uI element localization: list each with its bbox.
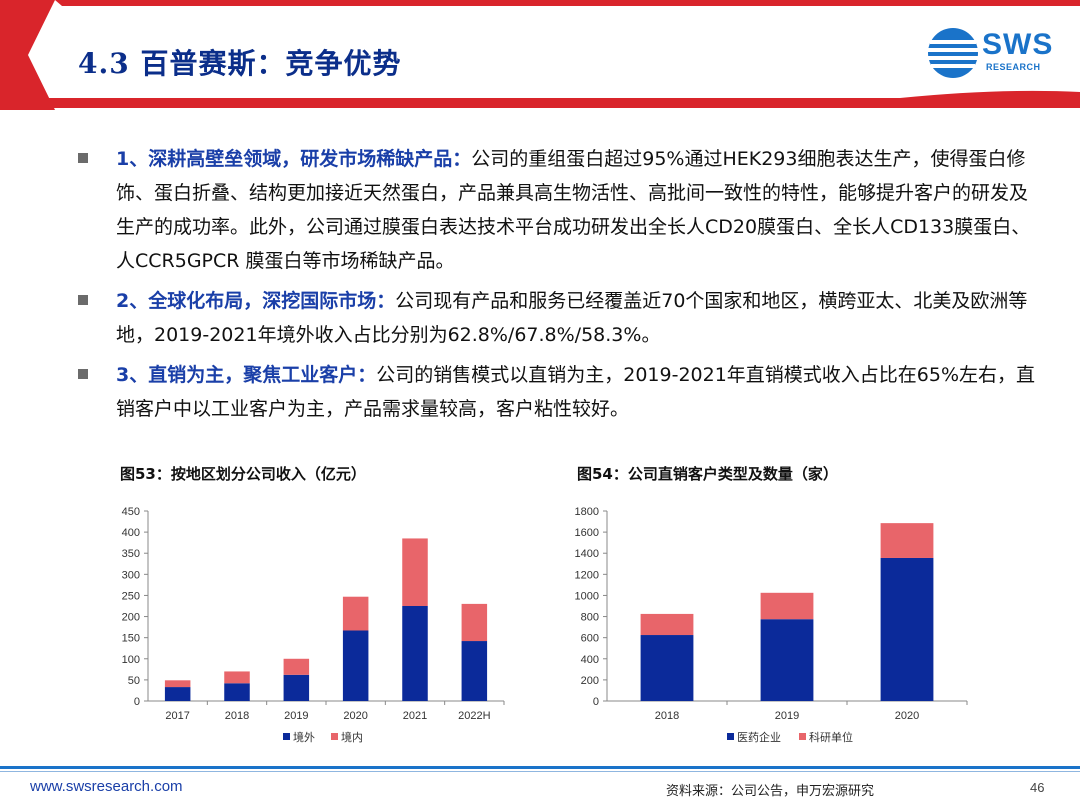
y-tick-label: 1800 <box>575 506 599 518</box>
y-tick-label: 100 <box>122 654 140 666</box>
x-tick-label: 2017 <box>165 710 189 722</box>
y-tick-label: 0 <box>134 696 140 708</box>
footer-website-link[interactable]: www.swsresearch.com <box>30 778 183 795</box>
y-tick-label: 200 <box>581 675 599 687</box>
x-tick-label: 2019 <box>284 710 308 722</box>
sws-logo: SWS RESEARCH <box>926 26 1061 80</box>
x-tick-label: 2020 <box>343 710 367 722</box>
bullet-item-1: 1、深耕高壁垒领域，研发市场稀缺产品：公司的重组蛋白超过95%通过HEK293细… <box>78 142 1038 278</box>
y-tick-label: 200 <box>122 612 140 624</box>
legend-label: 境内 <box>341 730 363 744</box>
y-tick-label: 350 <box>122 548 140 560</box>
bullet-heading: 1、深耕高壁垒领域，研发市场稀缺产品： <box>116 148 472 170</box>
legend-label: 科研单位 <box>809 730 853 744</box>
y-tick-label: 0 <box>593 696 599 708</box>
bullet-body: 公司的重组蛋白超过95%通过HEK293细胞表达生产，使得蛋白修饰、蛋白折叠、结… <box>116 148 1031 272</box>
bar-医药企业-2019 <box>760 619 814 701</box>
square-bullet-icon <box>78 153 88 163</box>
bar-境内-2021 <box>402 538 428 606</box>
bar-医药企业-2018 <box>640 635 694 701</box>
bullet-item-2: 2、全球化布局，深挖国际市场：公司现有产品和服务已经覆盖近70个国家和地区，横跨… <box>78 284 1038 352</box>
chart-revenue-svg: 0 50 100 150 200 250 300 350 400 450 2017 2018 2019 2… <box>122 506 505 744</box>
x-tick-label: 2022H <box>458 710 490 722</box>
x-tick-label: 2021 <box>403 710 427 722</box>
y-tick-label: 400 <box>581 654 599 666</box>
page-number: 46 <box>1030 780 1045 795</box>
y-tick-label: 1600 <box>575 527 599 539</box>
bar-科研单位-2020 <box>880 523 934 558</box>
square-bullet-icon <box>78 369 88 379</box>
y-tick-label: 250 <box>122 590 140 602</box>
y-tick-label: 400 <box>122 527 140 539</box>
sws-globe-icon <box>928 28 978 78</box>
y-tick-label: 300 <box>122 569 140 581</box>
chart-direct-customers: 0 200 400 600 800 1000 1200 1400 1600 1800 2018 201… <box>555 500 975 764</box>
y-tick-label: 600 <box>581 633 599 645</box>
header-red-band-bottom <box>40 90 1080 108</box>
bar-境内-2019 <box>283 658 310 675</box>
y-tick-label: 450 <box>122 506 140 518</box>
x-tick-label: 2018 <box>225 710 249 722</box>
bar-境外-2021 <box>402 606 428 701</box>
legend-label: 医药企业 <box>737 730 781 744</box>
legend-swatch <box>283 733 290 740</box>
bar-境内-2017 <box>164 680 191 688</box>
bar-境外-2018 <box>224 683 250 701</box>
bar-境外-2022H <box>461 641 488 701</box>
footer-divider <box>0 766 1080 769</box>
bullet-heading: 3、直销为主，聚焦工业客户： <box>116 364 377 386</box>
chart-revenue-by-region: 0 50 100 150 200 250 300 350 400 450 2017 2018 2019 2… <box>100 500 520 764</box>
bar-境外-2017 <box>164 687 191 701</box>
legend-swatch <box>331 733 338 740</box>
footer-source-note: 资料来源：公司公告，申万宏源研究 <box>666 784 875 799</box>
legend-label: 境外 <box>293 730 315 744</box>
legend-swatch <box>799 733 806 740</box>
bullet-body: 公司的销售模式以直销为主，2019-2021年直销模式收入占比在65%左右，直销… <box>116 364 1036 420</box>
header-red-wedge-left <box>0 0 55 110</box>
y-tick-label: 1400 <box>575 548 599 560</box>
logo-brand-text: SWS <box>982 28 1054 61</box>
logo-sub-text: RESEARCH <box>986 62 1041 72</box>
figure-53-title: 图53：按地区划分公司收入（亿元） <box>120 465 366 483</box>
bar-医药企业-2020 <box>880 557 934 701</box>
header-white-panel <box>35 8 1080 92</box>
chart-customers-svg: 0 200 400 600 800 1000 1200 1400 1600 1800 2018 201… <box>575 506 968 744</box>
bar-境内-2018 <box>224 671 250 684</box>
y-tick-label: 800 <box>581 612 599 624</box>
bar-境外-2019 <box>283 674 310 701</box>
bullet-list: 1、深耕高壁垒领域，研发市场稀缺产品：公司的重组蛋白超过95%通过HEK293细… <box>78 142 1038 432</box>
y-tick-label: 1000 <box>575 590 599 602</box>
bullet-body: 公司现有产品和服务已经覆盖近70个国家和地区，横跨亚太、北美及欧洲等地，2019… <box>116 290 1028 346</box>
page-title: 4.3 百普赛斯：竞争优势 <box>78 47 402 80</box>
header-banner <box>0 0 1080 110</box>
x-tick-label: 2019 <box>775 710 799 722</box>
square-bullet-icon <box>78 295 88 305</box>
x-tick-label: 2020 <box>895 710 919 722</box>
bar-科研单位-2019 <box>760 592 814 620</box>
footer-divider-thin <box>0 771 1080 772</box>
y-tick-label: 150 <box>122 633 140 645</box>
bar-境内-2020 <box>342 596 369 631</box>
legend-swatch <box>727 733 734 740</box>
header-red-band-top <box>55 0 1080 6</box>
y-tick-label: 1200 <box>575 569 599 581</box>
y-tick-label: 50 <box>128 675 140 687</box>
bullet-heading: 2、全球化布局，深挖国际市场： <box>116 290 396 312</box>
bar-境外-2020 <box>342 630 369 701</box>
bar-境内-2022H <box>461 603 488 642</box>
x-tick-label: 2018 <box>655 710 679 722</box>
figure-54-title: 图54：公司直销客户类型及数量（家） <box>577 465 838 483</box>
bar-科研单位-2018 <box>640 613 694 636</box>
bullet-item-3: 3、直销为主，聚焦工业客户：公司的销售模式以直销为主，2019-2021年直销模… <box>78 358 1038 426</box>
